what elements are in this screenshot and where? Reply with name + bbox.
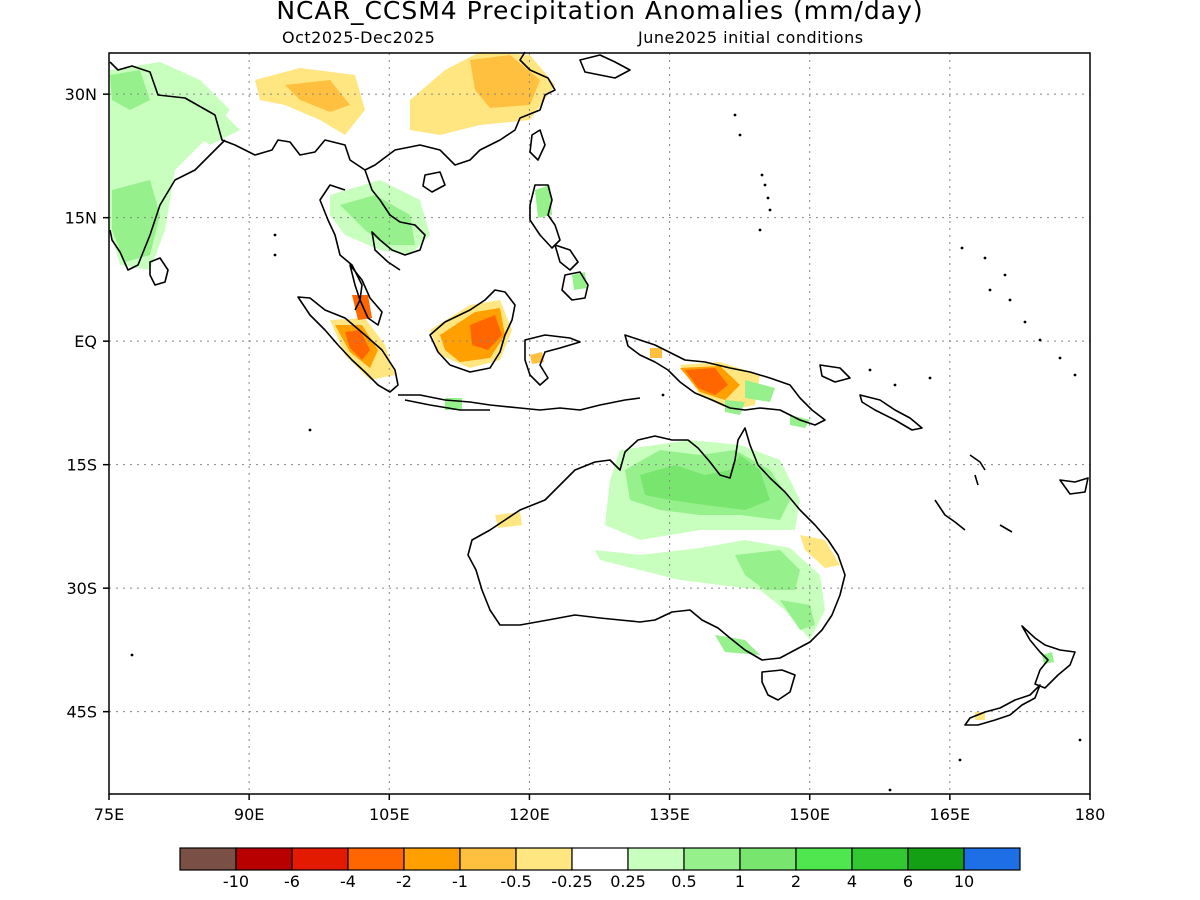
coastline-taiwan	[529, 129, 546, 161]
anomaly-nz-north	[1042, 652, 1054, 664]
colorbar-swatch	[515, 847, 573, 871]
coastline-nz-south	[964, 684, 1041, 726]
anomaly-aus-central-green	[735, 550, 815, 630]
anomaly-philippines	[535, 185, 552, 218]
anomaly-indochina-green	[340, 195, 415, 245]
colorbar-swatch	[403, 847, 461, 871]
lat-label: 30S	[66, 579, 97, 598]
lon-label: 120E	[509, 805, 550, 824]
map-frame	[108, 52, 1091, 795]
anomaly-aus-north-mid	[640, 455, 770, 510]
colorbar	[179, 847, 1021, 871]
colorbar-swatch	[907, 847, 965, 871]
coastline-solomons	[859, 394, 923, 431]
anomaly-aus-northwest	[495, 512, 522, 528]
colorbar-swatch	[571, 847, 629, 871]
coastline-asia	[109, 51, 556, 311]
coastline-sri-lanka	[149, 257, 169, 286]
lon-label: 75E	[94, 805, 124, 824]
coastline-japan	[579, 54, 631, 79]
colorbar-swatch	[963, 847, 1021, 871]
colorbar-label: -6	[284, 872, 300, 891]
lon-label: 135E	[649, 805, 690, 824]
latitude-labels: 30N 15N EQ 15S 30S 45S	[65, 85, 109, 722]
anomaly-sumatra-red	[345, 330, 370, 360]
colorbar-swatch	[683, 847, 741, 871]
period-subtitle: Oct2025-Dec2025	[282, 28, 436, 47]
lon-label: 180	[1075, 805, 1106, 824]
longitude-labels: 75E 90E 105E 120E 135E 150E 165E 180	[94, 794, 1106, 824]
colorbar-swatch	[851, 847, 909, 871]
lon-label: 165E	[930, 805, 971, 824]
colorbar-swatch	[179, 847, 237, 871]
coastline-sumatra	[297, 296, 399, 393]
colorbar-label: 10	[954, 872, 974, 891]
anomaly-newguinea-east	[725, 380, 775, 415]
coastline-tasmania	[761, 669, 796, 701]
colorbar-swatch	[347, 847, 405, 871]
colorbar-swatch	[627, 847, 685, 871]
colorbar-swatch	[795, 847, 853, 871]
lon-label: 150E	[789, 805, 830, 824]
initial-conditions-subtitle: June2025 initial conditions	[638, 28, 864, 47]
coastline-nz-north	[1021, 625, 1076, 689]
lat-label: EQ	[74, 332, 97, 351]
colorbar-label: -1	[452, 872, 468, 891]
colorbar-label: 0.5	[671, 872, 696, 891]
anomaly-fields	[110, 52, 1054, 720]
lon-label: 105E	[369, 805, 410, 824]
anomaly-tibet-orange	[285, 80, 350, 112]
coastline-java	[398, 394, 641, 411]
anomaly-nz-south	[975, 712, 985, 720]
colorbar-swatch	[739, 847, 797, 871]
lat-label: 45S	[66, 703, 97, 722]
coastline-mindanao	[561, 271, 589, 301]
coastline-sulawesi	[524, 334, 581, 386]
anomaly-sulawesi	[530, 352, 544, 364]
colorbar-label: 6	[903, 872, 913, 891]
coastline-malaya	[349, 264, 383, 326]
coastline-australia	[467, 427, 846, 661]
colorbar-label: -0.5	[500, 872, 531, 891]
colorbar-swatch	[291, 847, 349, 871]
colorbar-label: -10	[223, 872, 249, 891]
lat-label: 30N	[65, 85, 97, 104]
lat-lon-grid	[109, 53, 1090, 794]
anomaly-newguinea-red	[685, 368, 728, 395]
coastline-luzon	[529, 184, 561, 249]
colorbar-swatch	[235, 847, 293, 871]
colorbar-label: -4	[340, 872, 356, 891]
lat-label: 15N	[65, 209, 97, 228]
coastline-hainan	[422, 171, 446, 193]
anomaly-india-green	[110, 70, 160, 262]
colorbar-label: 1	[735, 872, 745, 891]
coastline-vanuatu-fiji	[934, 454, 1089, 533]
pacific-islands	[130, 113, 1082, 792]
anomaly-china-orange	[470, 55, 540, 108]
lon-label: 90E	[234, 805, 264, 824]
map-title: NCAR_CCSM4 Precipitation Anomalies (mm/d…	[276, 0, 924, 25]
coastline-borneo	[429, 289, 516, 373]
colorbar-label: -2	[396, 872, 412, 891]
colorbar-label: 0.25	[610, 872, 646, 891]
colorbar-labels: -10 -6 -4 -2 -1 -0.5 -0.25 0.25 0.5 1 2 4 6 10	[223, 872, 974, 891]
anomaly-malaya-orange	[352, 295, 372, 320]
coastline-new-guinea	[624, 334, 826, 426]
colorbar-swatch	[459, 847, 517, 871]
coastline-new-britain	[819, 364, 851, 383]
colorbar-label: -0.25	[551, 872, 592, 891]
colorbar-label: 4	[847, 872, 857, 891]
coastline-visayas	[554, 244, 579, 271]
anomaly-newguinea-west	[650, 348, 662, 358]
coastlines	[109, 51, 1089, 726]
lat-label: 15S	[66, 456, 97, 475]
colorbar-label: 2	[791, 872, 801, 891]
